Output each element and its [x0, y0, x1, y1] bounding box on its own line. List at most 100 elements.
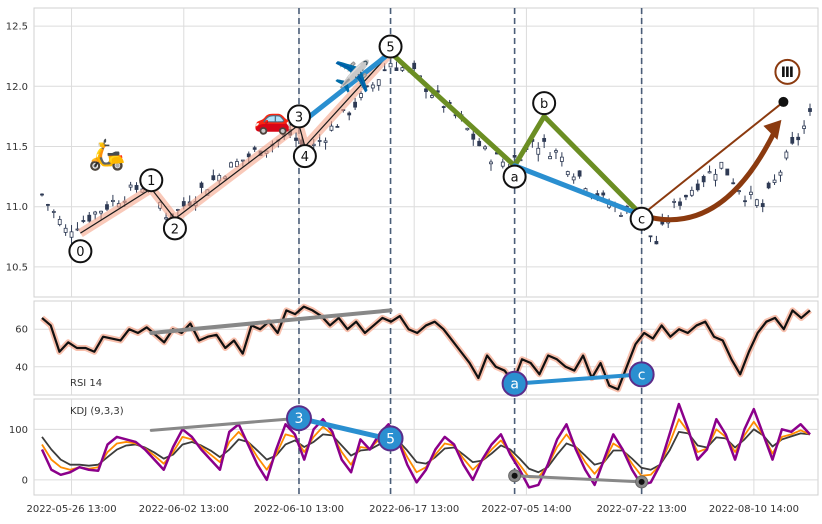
y-tick-label: 60: [15, 325, 28, 336]
projection-curve: [640, 128, 778, 223]
candle-body: [719, 161, 724, 169]
candle-body: [199, 182, 204, 188]
rsi-marker-label: c: [638, 367, 646, 383]
candle-body: [749, 191, 753, 195]
candle-body: [548, 156, 552, 160]
y-tick-label: 0: [22, 475, 28, 486]
rsi-label: RSI 14: [70, 378, 102, 389]
candle-body: [229, 162, 233, 168]
kdj-divergence-line: [513, 474, 644, 484]
impulse-wave-line: [80, 52, 391, 234]
wave-label-circle: [629, 206, 654, 231]
candle-body: [412, 62, 417, 70]
wave-label: 1: [147, 174, 155, 189]
candle-body: [164, 217, 168, 220]
wave-label: 3: [295, 110, 303, 125]
candle-body: [69, 231, 74, 238]
rsi-marker: [501, 370, 528, 397]
candle-body: [105, 204, 109, 210]
wave-label: 2: [171, 222, 179, 237]
candle-body: [489, 161, 493, 165]
rsi-divergence-line: [512, 372, 644, 386]
candle-body: [46, 204, 50, 206]
candle-body: [766, 182, 771, 189]
candle-body: [471, 133, 476, 140]
candle-body: [713, 173, 718, 181]
wave-emoji-icon: 🚗: [254, 101, 291, 136]
candle-body: [128, 184, 133, 188]
candle-body: [796, 136, 801, 141]
candle-body: [701, 176, 706, 183]
candle-body: [465, 127, 470, 131]
candle-body: [57, 219, 62, 225]
x-tick-label: 2022-08-10 14:00: [709, 504, 799, 515]
wave-label-circle: [292, 144, 317, 169]
y-tick-label: 100: [9, 425, 28, 436]
wave-label: b: [540, 97, 548, 112]
candle-body: [81, 220, 86, 222]
wave-label-circle: [139, 168, 164, 193]
kdj-divergence-dot-center: [511, 472, 518, 479]
kdj-marker-label: 5: [386, 431, 395, 447]
candle-body: [672, 200, 677, 203]
projection-label-circle: [774, 58, 801, 85]
projection-label: Ⅲ: [781, 65, 794, 81]
rsi-panel: [33, 300, 819, 396]
wave-label: c: [638, 213, 645, 228]
rsi-marker: [628, 361, 655, 388]
wave-label: a: [511, 171, 519, 186]
wave-emoji-icon: ✈️: [333, 57, 370, 94]
candle-body: [542, 138, 547, 142]
kdj-marker-label: 3: [295, 411, 304, 427]
wave-label-circle: [502, 164, 527, 189]
wave-segment: [388, 50, 518, 169]
x-tick-label: 2022-07-05 14:00: [481, 504, 571, 515]
y-tick-label: 10.5: [6, 262, 28, 273]
candle-body: [678, 201, 682, 206]
candle-body: [684, 194, 688, 198]
y-tick-label: 12.5: [6, 22, 28, 33]
candle-body: [483, 146, 487, 150]
x-tick-label: 2022-06-02 13:00: [139, 504, 229, 515]
candle-body: [772, 179, 777, 183]
candle-body: [554, 150, 558, 153]
candle-body: [707, 171, 712, 174]
kdj-divergence-line: [149, 416, 301, 432]
kdj-label: KDJ (9,3,3): [70, 406, 124, 417]
candle-body: [619, 214, 623, 217]
kdj-marker: [377, 425, 404, 452]
candle-body: [329, 125, 334, 131]
candle-body: [388, 63, 393, 68]
y-tick-label: 11.0: [6, 202, 28, 213]
wave-label-circle: [286, 104, 311, 129]
projection-line: [641, 101, 785, 216]
wave-label-circle: [162, 216, 187, 241]
candle-body: [760, 203, 765, 208]
candle-body: [790, 137, 795, 144]
candle-body: [394, 67, 399, 71]
candle-body: [784, 151, 789, 159]
candle-body: [536, 147, 541, 155]
x-tick-label: 2022-06-10 13:00: [254, 504, 344, 515]
x-tick-label: 2022-06-17 13:00: [369, 504, 459, 515]
candle-body: [294, 137, 298, 141]
wave-segment: [512, 113, 547, 169]
candle-body: [252, 147, 257, 150]
wave-label: 5: [386, 41, 394, 56]
projection-endpoint: [778, 96, 789, 107]
candle-body: [246, 153, 251, 158]
candle-body: [689, 189, 694, 196]
kdj-panel: [33, 398, 819, 496]
x-tick-label: 2022-07-22 13:00: [597, 504, 687, 515]
candle-body: [382, 69, 387, 72]
candle-body: [347, 112, 352, 116]
candle-body: [376, 79, 381, 86]
candle-body: [323, 140, 328, 143]
candle-body: [370, 84, 375, 89]
candle-body: [110, 199, 115, 202]
candle-body: [778, 171, 783, 176]
candle-body: [512, 154, 517, 158]
candle-body: [725, 168, 730, 176]
candle-body: [601, 192, 606, 196]
